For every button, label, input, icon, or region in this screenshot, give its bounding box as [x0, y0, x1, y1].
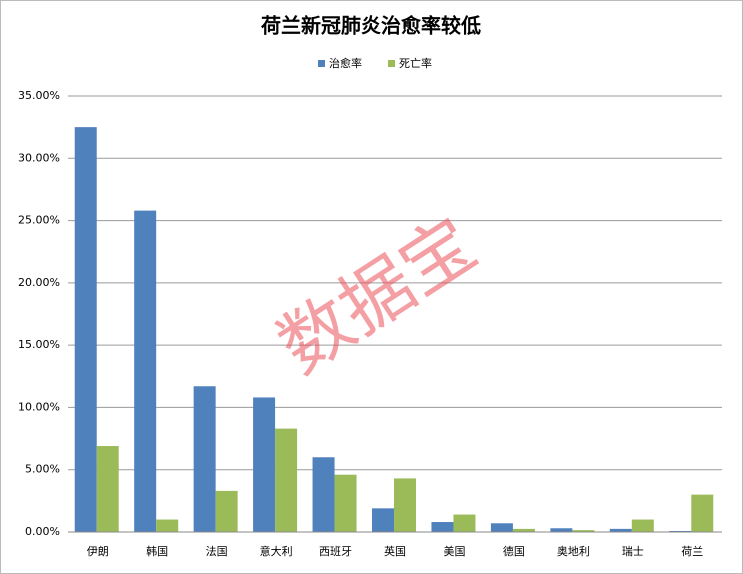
y-tick-label: 35.00%	[18, 89, 60, 102]
bar	[372, 508, 394, 532]
bar	[691, 494, 714, 532]
y-tick-label: 15.00%	[18, 338, 60, 351]
y-tick-label: 5.00%	[25, 463, 60, 476]
bar	[334, 474, 357, 532]
y-tick-label: 10.00%	[18, 400, 60, 413]
y-tick-label: 25.00%	[18, 214, 60, 227]
x-tick-label: 意大利	[260, 544, 293, 558]
bar	[156, 519, 179, 532]
x-tick-label: 美国	[443, 545, 465, 558]
bar	[275, 428, 298, 532]
bar	[572, 530, 595, 532]
x-tick-label: 荷兰	[681, 545, 703, 558]
legend-swatch	[388, 60, 395, 67]
bar	[609, 528, 632, 532]
y-tick-label: 20.00%	[18, 276, 60, 289]
x-tick-label: 法国	[206, 544, 228, 558]
bar	[431, 522, 454, 532]
legend-label: 治愈率	[329, 56, 362, 70]
x-tick-label: 伊朗	[87, 545, 109, 558]
y-tick-label: 30.00%	[18, 151, 60, 164]
bar	[490, 523, 513, 532]
bar	[215, 490, 238, 532]
bar	[631, 519, 654, 532]
bar	[193, 386, 216, 532]
bar	[96, 446, 119, 532]
x-tick-label: 英国	[384, 544, 406, 558]
bar	[394, 478, 416, 532]
x-tick-label: 奥地利	[557, 544, 590, 558]
legend-label: 死亡率	[399, 56, 432, 70]
x-tick-label: 德国	[503, 544, 525, 558]
x-tick-label: 瑞士	[622, 544, 644, 558]
y-tick-label: 0.00%	[25, 525, 60, 538]
bar	[512, 528, 535, 532]
x-tick-label: 西班牙	[319, 545, 352, 558]
legend-swatch	[318, 60, 325, 67]
chart-title: 荷兰新冠肺炎治愈率较低	[261, 14, 481, 38]
bar	[312, 457, 335, 532]
bar	[134, 210, 157, 532]
bar	[453, 514, 476, 532]
bar	[550, 528, 573, 532]
x-tick-label: 韩国	[146, 544, 168, 558]
bar	[253, 397, 276, 532]
bar	[74, 127, 97, 533]
